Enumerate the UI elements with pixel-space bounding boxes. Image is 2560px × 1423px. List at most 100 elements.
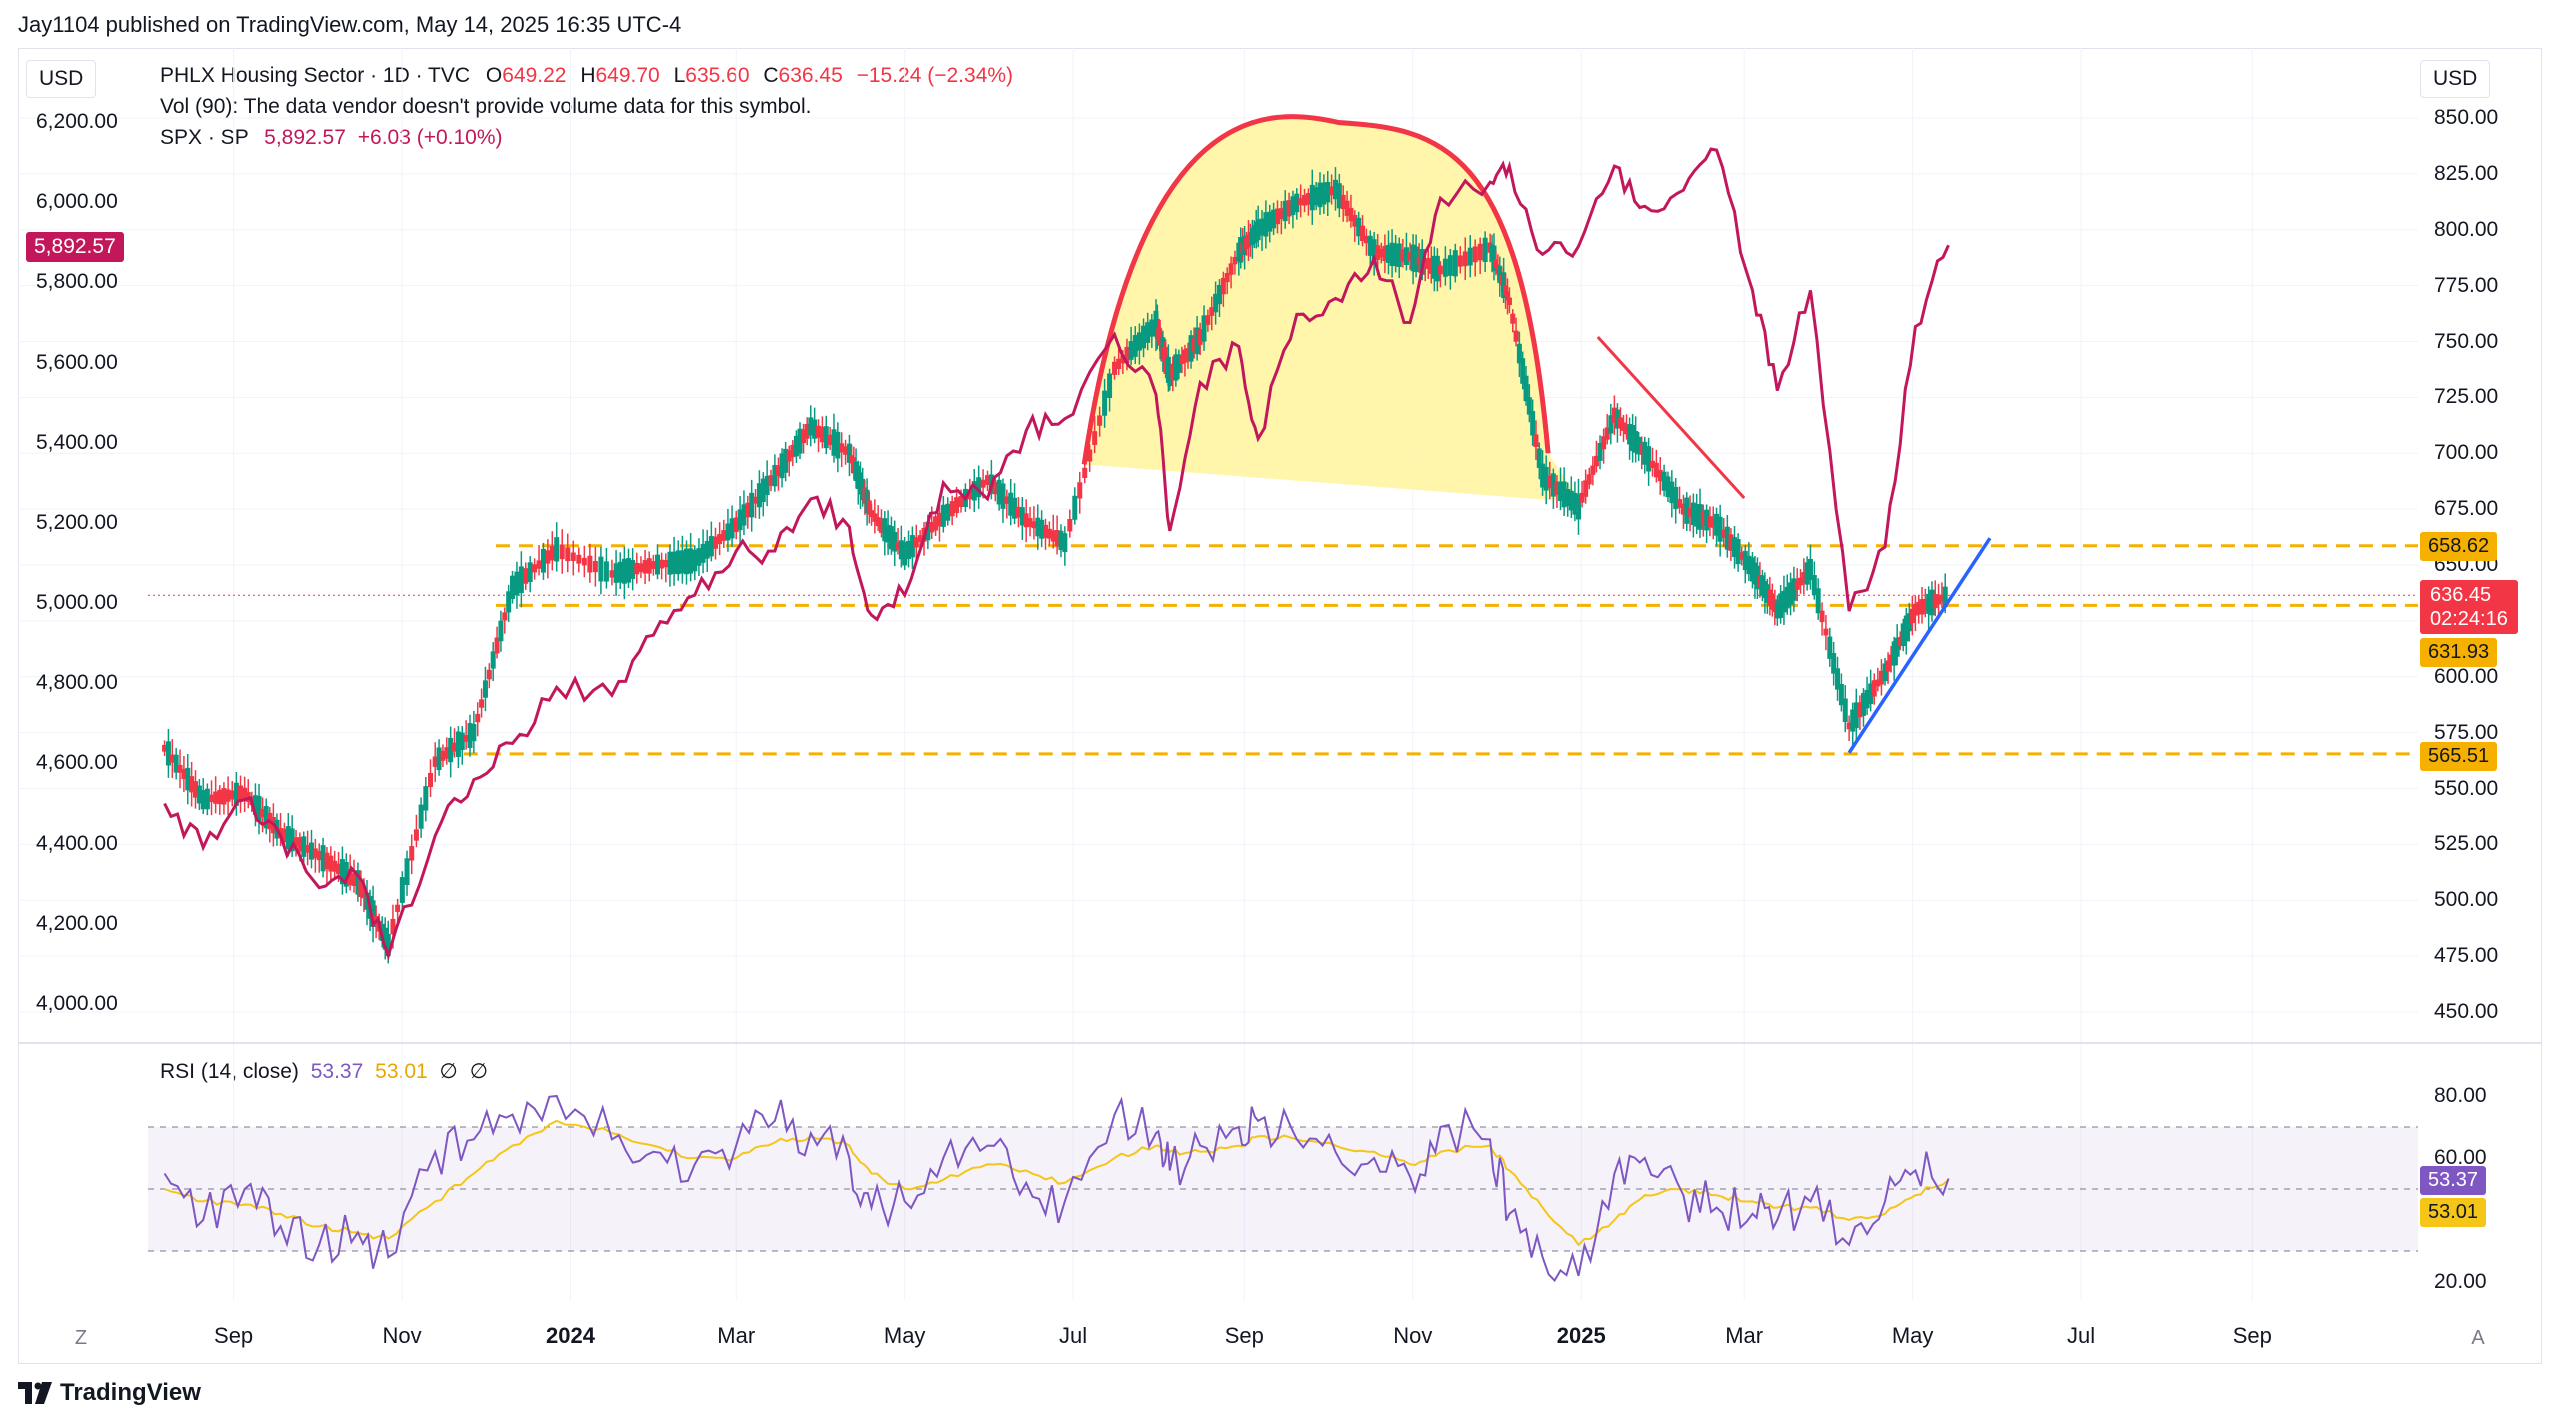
right-axis-tick: 775.00 xyxy=(2434,273,2499,297)
candle-body xyxy=(1878,670,1884,685)
right-axis-tick: 700.00 xyxy=(2434,441,2499,465)
candle-body xyxy=(764,475,770,495)
time-axis-tick: Jul xyxy=(1059,1323,1088,1348)
candle-body xyxy=(1286,200,1292,217)
candle-body xyxy=(1781,590,1787,613)
candle-body xyxy=(992,481,998,495)
candle-body xyxy=(263,805,269,829)
candle-body xyxy=(1536,448,1542,468)
candle-body xyxy=(185,767,191,791)
candle-body xyxy=(1136,332,1142,351)
candle-body xyxy=(1015,506,1021,518)
candle-body xyxy=(1533,434,1539,448)
tradingview-logo[interactable]: TradingView xyxy=(18,1379,201,1407)
candle-body xyxy=(613,563,619,583)
candle-body xyxy=(587,555,593,573)
candle-body xyxy=(1784,586,1790,609)
candle-body xyxy=(1554,481,1560,495)
candle-body xyxy=(642,560,648,574)
left-axis-tick: 5,200.00 xyxy=(36,510,118,534)
open-value: 649.22 xyxy=(502,64,567,87)
candle-body xyxy=(165,741,171,766)
right-axis-tick: 600.00 xyxy=(2434,664,2499,688)
auto-scale-button[interactable]: A xyxy=(2471,1327,2485,1349)
candle-body xyxy=(756,483,762,508)
candle-body xyxy=(1653,462,1659,478)
candle-body xyxy=(1271,209,1277,229)
candle-body xyxy=(708,536,714,557)
candle-body xyxy=(390,918,396,935)
candle-body xyxy=(1378,248,1384,258)
rsi-label[interactable]: RSI (14, close) xyxy=(160,1060,299,1083)
candle-body xyxy=(1371,239,1377,265)
candle-body xyxy=(772,464,778,487)
spx-last-price-tag: 5,892.57 xyxy=(26,232,124,262)
candle-body xyxy=(423,786,429,811)
candle-body xyxy=(1332,179,1338,200)
candle-body xyxy=(252,795,258,815)
candle-body xyxy=(1360,225,1366,241)
candle-body xyxy=(875,517,881,527)
candle-body xyxy=(320,845,326,872)
candle-body xyxy=(1482,237,1488,262)
candle-body xyxy=(233,782,239,806)
candle-body xyxy=(1639,444,1645,455)
candle-body xyxy=(1633,430,1639,453)
candle-body xyxy=(1112,361,1118,375)
candle-body xyxy=(1336,183,1342,209)
candle-body xyxy=(1568,490,1574,511)
symbol-label[interactable]: PHLX Housing Sector · 1D · TVC xyxy=(160,64,471,87)
candle-body xyxy=(482,680,488,698)
candle-body xyxy=(1929,589,1935,616)
left-currency-button[interactable]: USD xyxy=(26,60,97,98)
candle-body xyxy=(347,868,353,886)
candle-body xyxy=(343,861,349,887)
level-middle-tag: 631.93 xyxy=(2420,638,2498,667)
candle-body xyxy=(737,509,743,531)
candle-body xyxy=(1912,603,1918,616)
left-axis-tick: 4,600.00 xyxy=(36,751,118,775)
chart-frame xyxy=(18,48,2542,1364)
candle-body xyxy=(1035,517,1041,537)
candle-body xyxy=(467,723,473,748)
candle-body xyxy=(169,754,175,763)
candle-body xyxy=(1611,407,1617,423)
candle-body xyxy=(1942,586,1948,607)
candle-body xyxy=(679,550,685,574)
candle-body xyxy=(1739,552,1745,560)
candle-body xyxy=(1835,668,1841,690)
right-currency-button[interactable]: USD xyxy=(2420,60,2491,98)
main-legend: PHLX Housing Sector · 1D · TVC O649.22 H… xyxy=(160,60,1013,153)
candle-body xyxy=(980,479,986,488)
spx-label[interactable]: SPX · SP xyxy=(160,126,249,149)
left-axis-tick: 6,000.00 xyxy=(36,190,118,214)
candle-body xyxy=(717,534,723,545)
left-axis-tick: 6,200.00 xyxy=(36,110,118,133)
candle-body xyxy=(1004,496,1010,504)
candle-body xyxy=(1575,494,1581,520)
candle-body xyxy=(361,891,367,899)
candle-body xyxy=(1891,641,1897,666)
candle-body xyxy=(471,724,477,742)
right-axis-tick: 525.00 xyxy=(2434,832,2499,856)
candle-body xyxy=(634,562,640,575)
candle-body xyxy=(1046,528,1052,539)
candle-body xyxy=(786,450,792,462)
candle-body xyxy=(630,559,636,579)
last-price-value: 636.45 xyxy=(2430,584,2492,606)
candle-body xyxy=(1087,449,1093,462)
candle-body xyxy=(1431,255,1437,279)
zoom-button[interactable]: Z xyxy=(74,1327,88,1349)
candle-body xyxy=(554,537,560,562)
left-axis-tick: 5,000.00 xyxy=(36,591,118,615)
candle-body xyxy=(1932,593,1938,609)
spx-series-line xyxy=(163,147,1950,961)
right-axis-tick: 475.00 xyxy=(2434,944,2499,968)
candle-body xyxy=(1547,475,1553,489)
candle-body xyxy=(1167,363,1173,387)
candle-body xyxy=(1700,511,1706,526)
candle-body xyxy=(1278,208,1284,220)
candle-body xyxy=(882,518,888,542)
candle-body xyxy=(1294,193,1300,213)
